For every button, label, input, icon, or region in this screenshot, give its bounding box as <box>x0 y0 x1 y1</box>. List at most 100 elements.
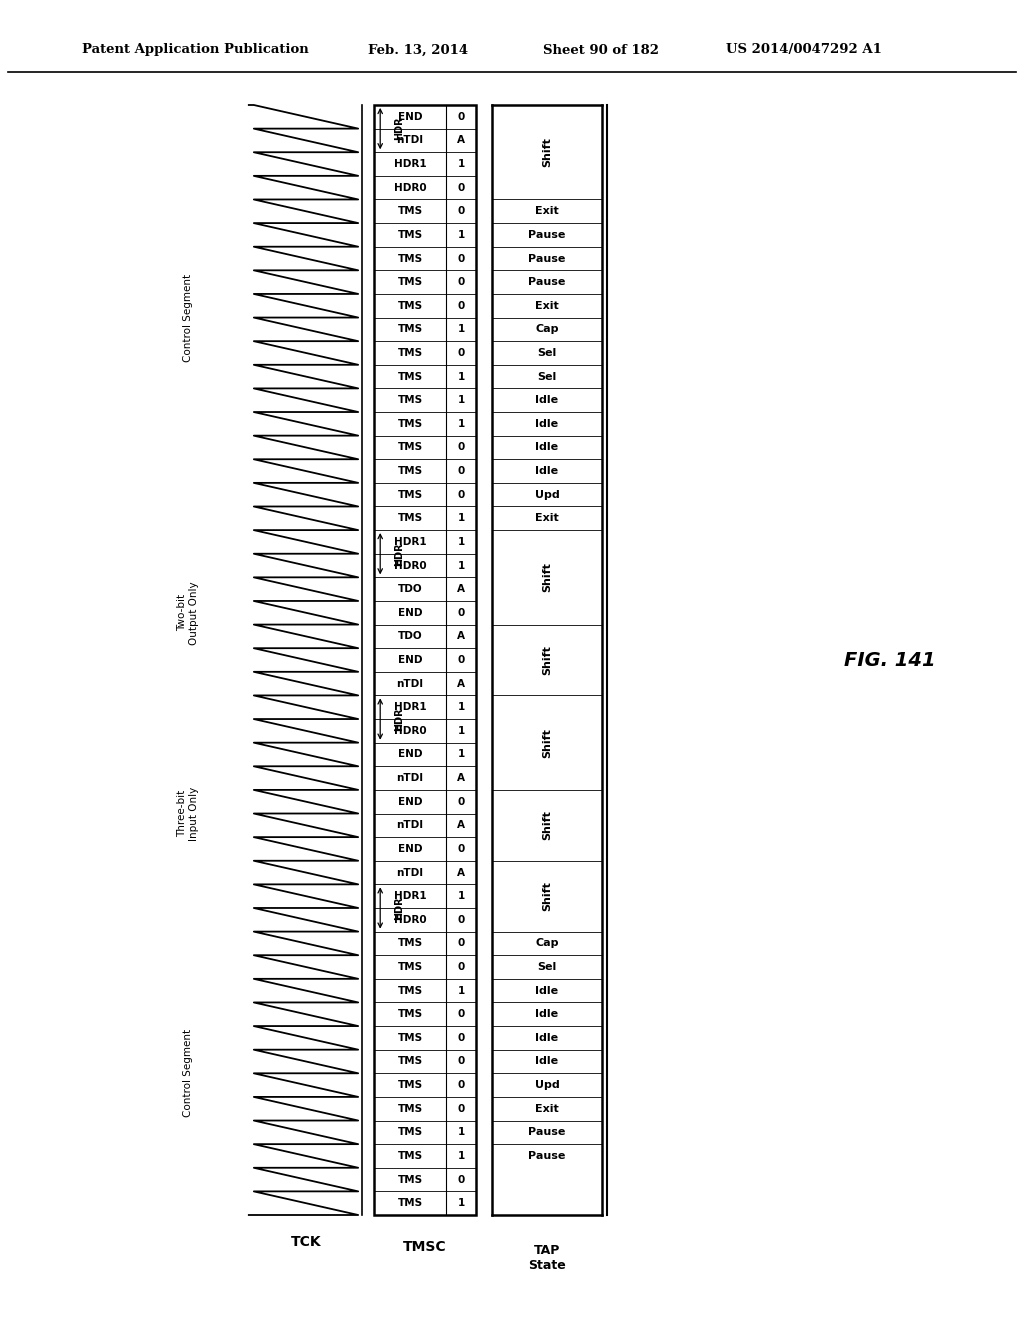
Text: TMS: TMS <box>397 1151 423 1162</box>
Text: 0: 0 <box>458 1032 465 1043</box>
Text: 0: 0 <box>458 112 465 121</box>
Text: TMS: TMS <box>397 395 423 405</box>
Text: TMS: TMS <box>397 1032 423 1043</box>
Text: Cap: Cap <box>536 939 559 948</box>
Text: HDR1: HDR1 <box>393 158 426 169</box>
Text: A: A <box>457 820 465 830</box>
Text: 0: 0 <box>458 348 465 358</box>
Text: TDO: TDO <box>397 585 422 594</box>
Text: HDR0: HDR0 <box>393 915 426 925</box>
Text: Exit: Exit <box>536 1104 559 1114</box>
Text: HDR1: HDR1 <box>393 702 426 713</box>
Text: Shift: Shift <box>542 562 552 593</box>
Text: Control Segment: Control Segment <box>183 1030 193 1117</box>
Text: nTDI: nTDI <box>396 867 424 878</box>
Text: TMSC: TMSC <box>403 1239 446 1254</box>
Text: Patent Application Publication: Patent Application Publication <box>82 44 309 57</box>
Text: Idle: Idle <box>536 1010 558 1019</box>
Text: TMS: TMS <box>397 1199 423 1208</box>
Text: END: END <box>397 750 422 759</box>
Text: 1: 1 <box>458 702 465 713</box>
Text: HDR0: HDR0 <box>393 182 426 193</box>
Text: HDR1: HDR1 <box>393 891 426 902</box>
Text: END: END <box>397 112 422 121</box>
Text: 1: 1 <box>458 418 465 429</box>
Text: nTDI: nTDI <box>396 774 424 783</box>
Text: 1: 1 <box>458 395 465 405</box>
Text: TMS: TMS <box>397 230 423 240</box>
Text: END: END <box>397 655 422 665</box>
Text: 1: 1 <box>458 1151 465 1162</box>
Text: HDR: HDR <box>394 896 404 920</box>
Text: nTDI: nTDI <box>396 678 424 689</box>
Text: Shift: Shift <box>542 727 552 758</box>
Text: 0: 0 <box>458 1080 465 1090</box>
Text: TMS: TMS <box>397 1175 423 1184</box>
Text: HDR: HDR <box>394 116 404 140</box>
Text: 0: 0 <box>458 1104 465 1114</box>
Text: TMS: TMS <box>397 939 423 948</box>
Text: 1: 1 <box>458 986 465 995</box>
Text: TMS: TMS <box>397 1127 423 1138</box>
Text: A: A <box>457 136 465 145</box>
Text: Shift: Shift <box>542 645 552 675</box>
Text: 1: 1 <box>458 513 465 523</box>
Text: TMS: TMS <box>397 348 423 358</box>
Text: Pause: Pause <box>528 1151 565 1162</box>
Text: 0: 0 <box>458 253 465 264</box>
Text: END: END <box>397 607 422 618</box>
Text: 0: 0 <box>458 206 465 216</box>
Text: 1: 1 <box>458 537 465 546</box>
Text: Sel: Sel <box>538 348 557 358</box>
Text: 1: 1 <box>458 1199 465 1208</box>
Text: TMS: TMS <box>397 418 423 429</box>
Text: TMS: TMS <box>397 1080 423 1090</box>
Text: Idle: Idle <box>536 1032 558 1043</box>
Text: Sel: Sel <box>538 372 557 381</box>
Text: Idle: Idle <box>536 1056 558 1067</box>
Text: 0: 0 <box>458 301 465 310</box>
Text: Shift: Shift <box>542 882 552 911</box>
Text: 0: 0 <box>458 490 465 500</box>
Text: TMS: TMS <box>397 325 423 334</box>
Text: TMS: TMS <box>397 962 423 972</box>
Text: Pause: Pause <box>528 253 565 264</box>
Text: HDR: HDR <box>394 708 404 731</box>
Text: TMS: TMS <box>397 1104 423 1114</box>
Text: Upd: Upd <box>535 490 559 500</box>
Text: 0: 0 <box>458 277 465 288</box>
Text: HDR1: HDR1 <box>393 537 426 546</box>
Text: 0: 0 <box>458 797 465 807</box>
Text: Control Segment: Control Segment <box>183 273 193 362</box>
Text: Shift: Shift <box>542 810 552 841</box>
Text: Idle: Idle <box>536 986 558 995</box>
Text: HDR: HDR <box>394 543 404 565</box>
Text: Cap: Cap <box>536 325 559 334</box>
Text: TMS: TMS <box>397 301 423 310</box>
Text: 0: 0 <box>458 1175 465 1184</box>
Text: Exit: Exit <box>536 301 559 310</box>
Text: A: A <box>457 631 465 642</box>
Text: Idle: Idle <box>536 442 558 453</box>
Text: 0: 0 <box>458 655 465 665</box>
Text: 0: 0 <box>458 843 465 854</box>
Text: TMS: TMS <box>397 513 423 523</box>
Text: 0: 0 <box>458 1056 465 1067</box>
Text: Sel: Sel <box>538 962 557 972</box>
Text: HDR0: HDR0 <box>393 726 426 735</box>
Text: 0: 0 <box>458 466 465 477</box>
Text: TMS: TMS <box>397 466 423 477</box>
Text: A: A <box>457 678 465 689</box>
Text: Idle: Idle <box>536 395 558 405</box>
Text: Exit: Exit <box>536 513 559 523</box>
Text: 1: 1 <box>458 891 465 902</box>
Text: 0: 0 <box>458 915 465 925</box>
Text: TMS: TMS <box>397 277 423 288</box>
Text: Idle: Idle <box>536 418 558 429</box>
Text: TMS: TMS <box>397 1056 423 1067</box>
Text: A: A <box>457 867 465 878</box>
Text: 0: 0 <box>458 607 465 618</box>
Text: Exit: Exit <box>536 206 559 216</box>
Text: Feb. 13, 2014: Feb. 13, 2014 <box>368 44 468 57</box>
Text: Three-bit
Input Only: Three-bit Input Only <box>177 787 199 841</box>
